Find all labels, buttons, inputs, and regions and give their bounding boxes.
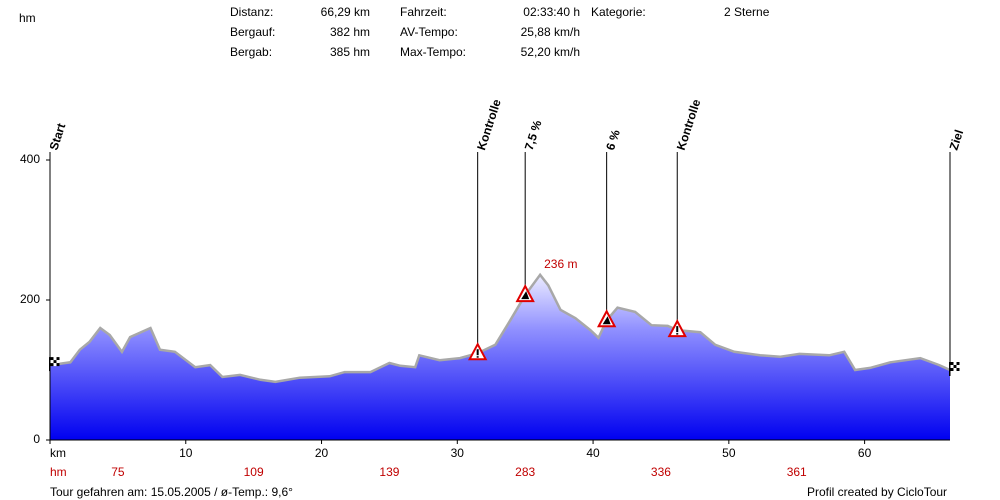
stat-value: 25,88 km/h [521,25,580,39]
marker-label: Ziel [947,128,967,152]
marker-icon [949,362,960,376]
stat-value: 52,20 km/h [521,45,580,59]
stat-value: 2 Sterne [724,5,770,19]
x-tick-label: 50 [722,446,736,460]
marker-label: 7,5 % [522,118,545,152]
flag-cell [53,357,57,361]
warn-bar [476,349,479,356]
marker-label: Kontrolle [674,97,704,152]
climb-value: 75 [111,465,125,479]
stat-value: 382 hm [330,25,370,39]
x-tick-label: 10 [179,446,193,460]
marker-icon [515,283,535,303]
footer-right: Profil created by CicloTour [807,485,947,499]
flag-cell [53,360,57,364]
climb-value: 139 [379,465,399,479]
flag-cell [950,368,954,371]
flag-cell [953,365,957,368]
flag-cell [56,363,60,367]
marker-label: Start [47,122,69,152]
x-tick-label: 20 [315,446,329,460]
stat-label: Distanz: [230,5,273,19]
y-tick-label: 200 [20,292,40,306]
flag-pole [949,362,951,376]
warn-bar [676,326,679,333]
stat-label: Kategorie: [591,5,646,19]
climb-row-label: hm [50,465,67,479]
marker-label: 6 % [603,128,623,152]
flag-cell [50,360,54,364]
marker-icon [467,342,488,361]
stat-value: 385 hm [330,45,370,59]
flag-cell [950,365,954,368]
stat-label: Bergab: [230,45,272,59]
stat-label: Bergauf: [230,25,275,39]
flag-cell [56,357,60,361]
y-tick-label: 400 [20,152,40,166]
flag-cell [53,363,57,367]
warn-dot [676,333,679,335]
marker-icon [667,318,687,338]
flag-cell [50,357,54,361]
stat-value: 66,29 km [321,5,370,19]
x-tick-label: 30 [451,446,465,460]
y-axis-label: hm [19,11,36,25]
flag-cell [956,365,960,368]
flag-cell [950,362,954,365]
warn-dot [476,356,479,358]
marker-icon [49,357,60,372]
y-tick-label: 0 [33,432,40,446]
flag-cell [956,368,960,371]
stat-value: 02:33:40 h [523,5,580,19]
elevation-line [49,272,951,384]
climb-value: 336 [651,465,671,479]
peak-label: 236 m [544,257,577,271]
flag-cell [956,362,960,365]
climb-value: 361 [787,465,807,479]
footer-left: Tour gefahren am: 15.05.2005 / ø-Temp.: … [50,485,293,499]
climb-shape [521,291,530,300]
flag-pole [49,357,51,372]
x-tick-label: 40 [586,446,600,460]
stat-label: Max-Tempo: [400,45,466,59]
climb-shape [602,316,611,325]
x-tick-label: km [50,446,66,460]
stat-label: AV-Tempo: [400,25,458,39]
climb-value: 283 [515,465,535,479]
flag-cell [953,362,957,365]
stat-label: Fahrzeit: [400,5,447,19]
flag-cell [50,363,54,367]
marker-label: Kontrolle [474,97,504,152]
climb-value: 109 [244,465,264,479]
x-tick-label: 60 [858,446,872,460]
flag-cell [953,368,957,371]
elevation-area [50,274,950,440]
marker-icon [596,309,617,328]
flag-cell [56,360,60,364]
